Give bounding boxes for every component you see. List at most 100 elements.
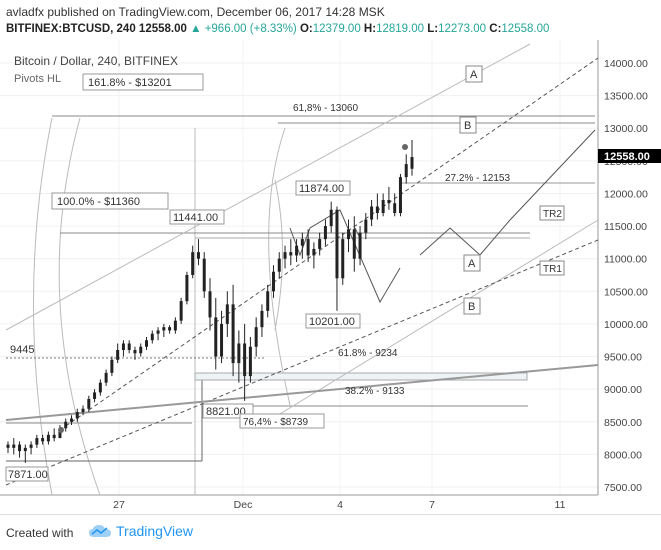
candle-body — [260, 310, 264, 328]
projection-b — [419, 129, 596, 256]
candle-body — [81, 408, 85, 412]
candle-body — [329, 209, 333, 227]
price-tick-label: 10500.00 — [604, 286, 648, 298]
candle-body — [87, 398, 91, 409]
candle-body — [104, 372, 108, 383]
wave-b-top: B — [464, 120, 471, 132]
price-change: +966.00 (+8.33%) — [204, 23, 297, 35]
candle-body — [220, 323, 224, 357]
symbol-label: BITFINEX:BTCUSD, 240 — [6, 23, 136, 35]
pivot-10201-box — [305, 313, 361, 329]
close-value: 12558.00 — [501, 23, 550, 35]
open-label: O: — [299, 23, 313, 35]
annotation-labels: Bitcoin / Dollar, 240, BITFINEX Pivots H… — [5, 54, 565, 482]
candle-body — [121, 343, 125, 351]
candle-body — [52, 434, 56, 439]
candle-body — [12, 444, 16, 448]
high-value: 12819.00 — [376, 23, 425, 35]
candle-body — [393, 203, 397, 214]
wave-b-low: B — [468, 301, 475, 313]
grid — [0, 40, 598, 495]
candle-body — [98, 382, 102, 393]
zone-9234 — [194, 372, 528, 381]
retrace-12153-label: 27.2% - 12153 — [445, 173, 510, 184]
candle-body — [110, 359, 114, 373]
candle-body — [185, 275, 189, 302]
retrace-13060-label: 61,8% - 13060 — [293, 103, 358, 114]
fib-arc-left-outer — [33, 117, 53, 496]
close-label: C: — [489, 23, 502, 35]
candle-body — [162, 327, 166, 331]
price-tick-label: 9500.00 — [604, 352, 642, 364]
candle-body — [202, 258, 206, 292]
candle-body — [254, 327, 258, 347]
price-axis[interactable]: 7500.00 8000.00 8500.00 9000.00 9500.00 10000… — [604, 58, 648, 494]
time-axis[interactable]: 27 Dec 4 7 11 — [113, 499, 565, 511]
levels — [6, 115, 595, 462]
author-name[interactable]: avladfx — [6, 5, 45, 19]
candle-body — [23, 447, 27, 452]
candle-body — [375, 206, 379, 214]
candle-body — [75, 411, 79, 419]
low-value: 12273.00 — [438, 23, 487, 35]
publish-line: avladfx published on TradingView.com, De… — [6, 5, 385, 19]
pivot-marker-low — [58, 427, 64, 433]
candle-body — [364, 219, 368, 233]
candle-body — [145, 340, 149, 347]
wave-a-top: A — [470, 69, 478, 81]
candle-body — [29, 444, 33, 448]
candle-body — [225, 304, 229, 324]
price-chart[interactable]: Bitcoin / Dollar, 240, BITFINEX Pivots H… — [0, 40, 661, 514]
candle-body — [150, 333, 154, 341]
chart-title: Bitcoin / Dollar, 240, BITFINEX — [14, 54, 178, 68]
candle-body — [18, 444, 22, 452]
candle-body — [41, 438, 45, 442]
pivot-8821-label: 8821.00 — [206, 406, 246, 418]
tr2-box — [539, 205, 565, 221]
date-tick-label: 4 — [337, 499, 343, 511]
price-tick-label: 14000.00 — [604, 58, 648, 70]
pivot-11441-label: 11441.00 — [173, 212, 218, 224]
candle-body — [300, 239, 304, 246]
candle-body — [370, 206, 374, 220]
candle-body — [69, 418, 73, 422]
candle-body — [116, 350, 120, 360]
tradingview-brand[interactable]: TradingView — [116, 523, 194, 539]
wave-b-top-box — [459, 116, 477, 134]
date-tick-label: 27 — [113, 499, 125, 511]
tradingview-logo[interactable]: TradingView — [88, 523, 193, 539]
level-9445-label: 9445 — [10, 344, 34, 356]
candle-body — [208, 291, 212, 318]
trendline-support — [5, 364, 599, 421]
fib-100-label: 100.0% - $11360 — [57, 196, 140, 208]
pivot-7871-label: 7871.00 — [8, 469, 48, 481]
candles — [6, 140, 414, 463]
candle-body — [347, 229, 351, 240]
channel-upper — [5, 43, 531, 331]
candle-body — [289, 252, 293, 256]
chart-area[interactable]: Bitcoin / Dollar, 240, BITFINEX Pivots H… — [0, 40, 661, 514]
fib-arc-right — [268, 127, 291, 406]
pivot-11874-label: 11874.00 — [299, 183, 344, 195]
candle-body — [277, 258, 281, 272]
quote-line: BITFINEX:BTCUSD, 240 12558.00 ▲ +966.00 … — [6, 23, 549, 35]
price-tick-label: 9000.00 — [604, 384, 642, 396]
high-label: H: — [363, 23, 377, 35]
candle-body — [231, 304, 235, 364]
price-tick-label: 12000.00 — [604, 188, 648, 200]
pivot-7871-box — [5, 466, 49, 482]
date-tick-label: 7 — [429, 499, 435, 511]
fib-arcs — [33, 117, 291, 496]
candle-body — [191, 252, 195, 275]
footer-bar: Created with TradingView — [0, 514, 661, 550]
pivot-11441-box — [169, 209, 225, 225]
candle-body — [358, 232, 362, 259]
header-bar: avladfx published on TradingView.com, De… — [0, 0, 661, 40]
price-tick-label: 13500.00 — [604, 91, 648, 103]
candle-body — [312, 248, 316, 256]
wave-a-low-box — [463, 254, 481, 272]
candle-body — [58, 428, 62, 439]
candle-body — [156, 330, 160, 334]
open-value: 12379.00 — [312, 23, 361, 35]
candle-body — [64, 421, 68, 429]
